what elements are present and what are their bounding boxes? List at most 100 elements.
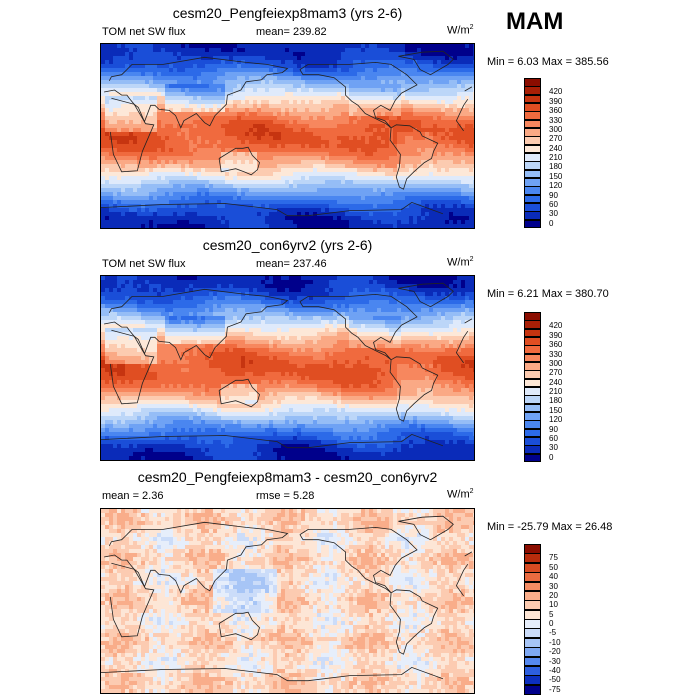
map-cell	[153, 192, 158, 197]
map-cell	[197, 212, 202, 217]
map-cell	[149, 84, 154, 89]
map-cell	[293, 296, 298, 301]
map-cell	[393, 284, 398, 289]
map-cell	[165, 280, 170, 285]
map-cell	[241, 100, 246, 105]
map-cell	[453, 88, 458, 93]
map-cell	[205, 172, 210, 177]
map-cell	[201, 84, 206, 89]
map-cell	[285, 220, 290, 225]
map-cell	[289, 60, 294, 65]
map-cell	[469, 140, 474, 145]
map-cell	[189, 116, 194, 121]
map-cell	[149, 92, 154, 97]
map-cell	[117, 204, 122, 209]
map-cell	[113, 136, 118, 141]
map-cell	[297, 288, 302, 293]
map-cell	[473, 112, 474, 117]
map-cell	[433, 76, 438, 81]
map-cell	[441, 212, 446, 217]
map-cell	[201, 208, 206, 213]
map-cell	[453, 156, 458, 161]
map-cell	[217, 292, 222, 297]
map-cell	[161, 288, 166, 293]
map-cell	[433, 288, 438, 293]
map-cell	[433, 184, 438, 189]
map-cell	[113, 296, 118, 301]
map-cell	[337, 116, 342, 121]
map-cell	[153, 124, 158, 129]
map-cell	[157, 276, 162, 281]
map-cell	[417, 136, 422, 141]
map-cell	[389, 52, 394, 57]
map-cell	[133, 88, 138, 93]
map-cell	[109, 224, 114, 228]
map-cell	[257, 120, 262, 125]
map-cell	[385, 216, 390, 221]
map-cell	[249, 84, 254, 89]
map-cell	[409, 160, 414, 165]
map-cell	[197, 116, 202, 121]
map-cell	[357, 60, 362, 65]
map-cell	[373, 212, 378, 217]
map-cell	[425, 292, 430, 297]
map-cell	[229, 116, 234, 121]
map-cell	[357, 212, 362, 217]
map-cell	[237, 136, 242, 141]
map-cell	[145, 100, 150, 105]
map-cell	[137, 220, 142, 225]
map-cell	[417, 120, 422, 125]
map-cell	[173, 140, 178, 145]
map-cell	[245, 172, 250, 177]
map-cell	[453, 216, 458, 221]
map-cell	[421, 56, 426, 61]
map-cell	[265, 300, 270, 305]
map-cell	[217, 84, 222, 89]
map-cell	[309, 136, 314, 141]
map-cell	[433, 112, 438, 117]
map-cell	[437, 168, 442, 173]
map-cell	[437, 292, 442, 297]
map-cell	[265, 284, 270, 289]
map-cell	[257, 216, 262, 221]
map-cell	[425, 120, 430, 125]
map-cell	[173, 96, 178, 101]
map-cell	[141, 176, 146, 181]
map-cell	[353, 96, 358, 101]
map-cell	[345, 80, 350, 85]
map-cell	[173, 156, 178, 161]
map-cell	[253, 60, 258, 65]
map-cell	[133, 48, 138, 53]
map-cell	[173, 288, 178, 293]
map-cell	[205, 56, 210, 61]
map-cell	[285, 104, 290, 109]
map-cell	[465, 84, 470, 89]
map-cell	[361, 104, 366, 109]
map-cell	[293, 60, 298, 65]
map-cell	[209, 176, 214, 181]
map-cell	[321, 288, 326, 293]
map-cell	[121, 152, 126, 157]
map-cell	[173, 76, 178, 81]
map-cell	[381, 80, 386, 85]
map-cell	[325, 196, 330, 201]
map-cell	[205, 60, 210, 65]
map-cell	[245, 92, 250, 97]
map-cell	[197, 76, 202, 81]
map-cell	[193, 48, 198, 53]
map-cell	[229, 152, 234, 157]
map-cell	[269, 184, 274, 189]
map-cell	[297, 160, 302, 165]
map-cell	[165, 60, 170, 65]
map-cell	[185, 176, 190, 181]
map-cell	[205, 180, 210, 185]
map-cell	[373, 140, 378, 145]
map-cell	[389, 48, 394, 53]
map-cell	[273, 156, 278, 161]
map-cell	[349, 60, 354, 65]
map-cell	[141, 60, 146, 65]
map-cell	[385, 72, 390, 77]
map-cell	[193, 116, 198, 121]
map-cell	[121, 76, 126, 81]
map-cell	[169, 224, 174, 228]
